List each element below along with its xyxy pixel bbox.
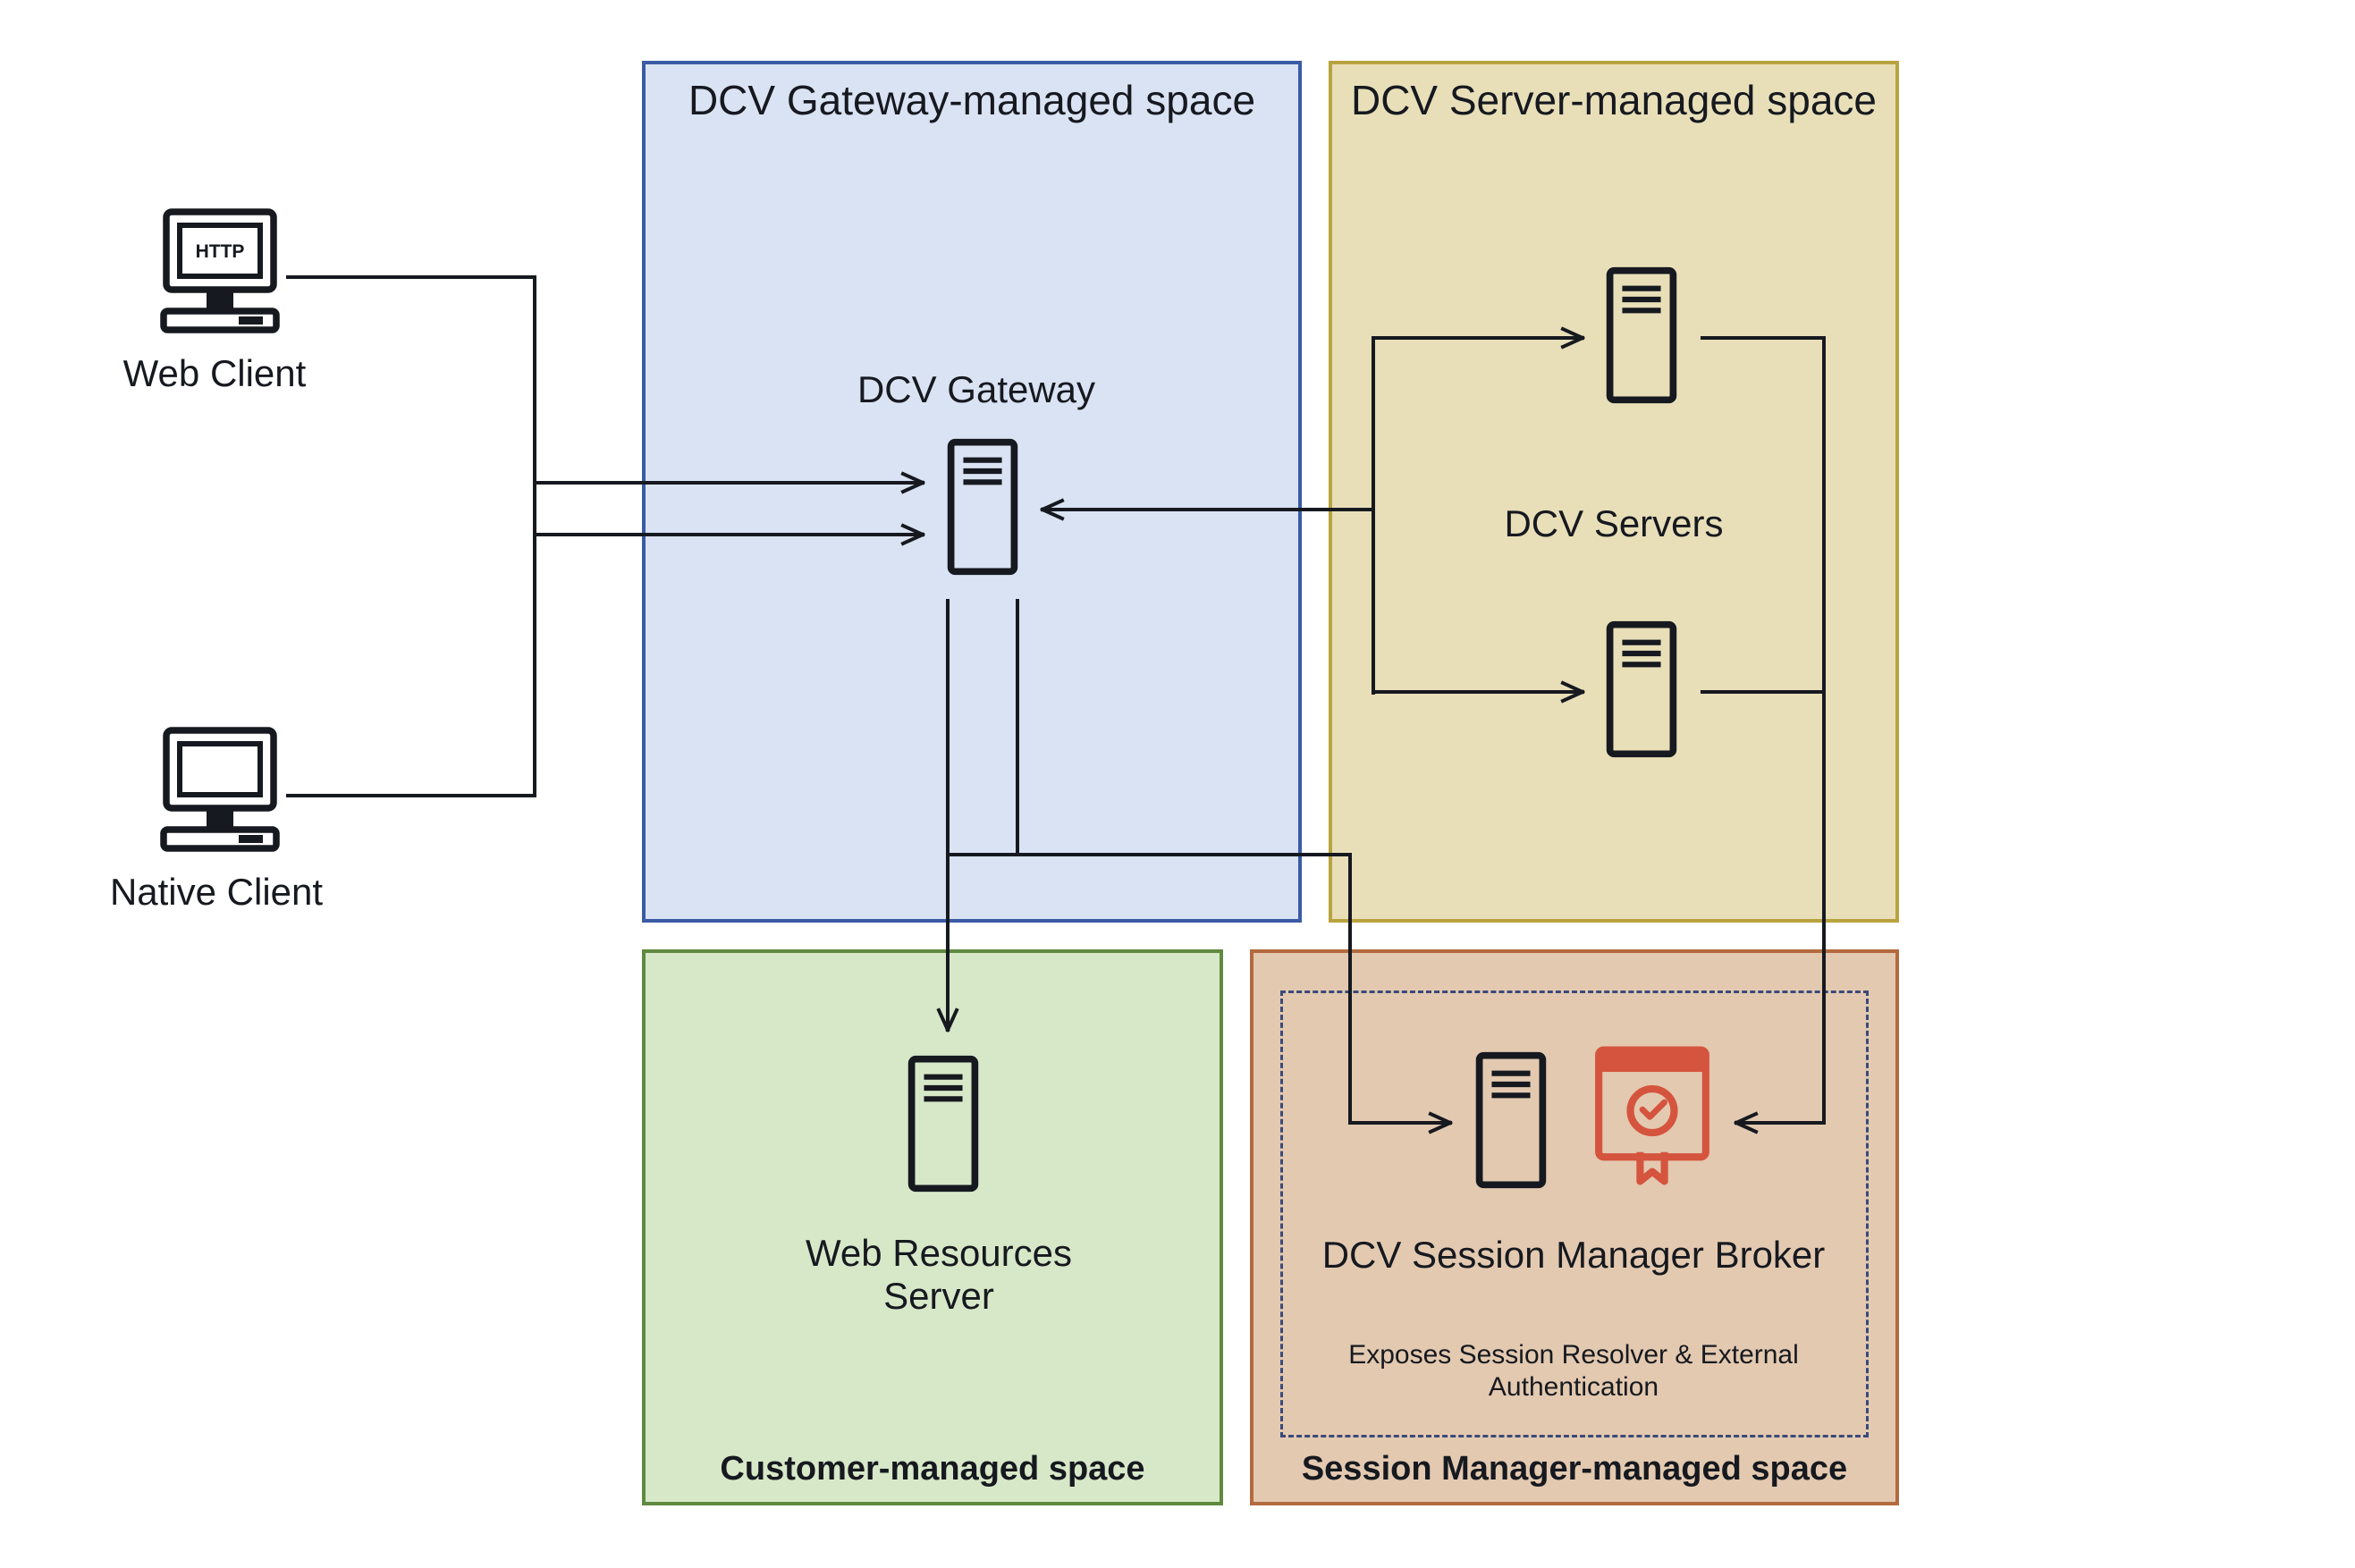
dcv-servers-label: DCV Servers: [1475, 502, 1752, 545]
certificate-icon: [1591, 1042, 1713, 1189]
zone-title-server: DCV Server-managed space: [1346, 77, 1881, 124]
zone-server: [1329, 61, 1899, 923]
broker-label: DCV Session Manager Broker: [1314, 1234, 1833, 1277]
zone-title-gateway: DCV Gateway-managed space: [642, 77, 1302, 124]
web-client-icon: HTTP: [152, 204, 288, 338]
web-client-label: Web Client: [80, 352, 349, 395]
dcv-server-1-icon: [1606, 266, 1677, 404]
zone-footer-customer: Customer-managed space: [642, 1450, 1223, 1488]
broker-sublabel: Exposes Session Resolver & External Auth…: [1314, 1339, 1833, 1404]
zone-customer: [642, 949, 1223, 1505]
dcv-server-2-icon: [1606, 620, 1677, 758]
broker-server-icon: [1475, 1051, 1547, 1189]
native-client-icon: [152, 722, 288, 856]
svg-text:HTTP: HTTP: [196, 241, 245, 262]
dcv-gateway-label: DCV Gateway: [842, 368, 1110, 411]
dcv-gateway-icon: [947, 438, 1018, 576]
native-client-label: Native Client: [64, 871, 368, 914]
web-resources-label: Web Resources Server: [778, 1232, 1100, 1319]
web-resources-server-icon: [907, 1055, 979, 1193]
zone-footer-session: Session Manager-managed space: [1250, 1450, 1899, 1488]
